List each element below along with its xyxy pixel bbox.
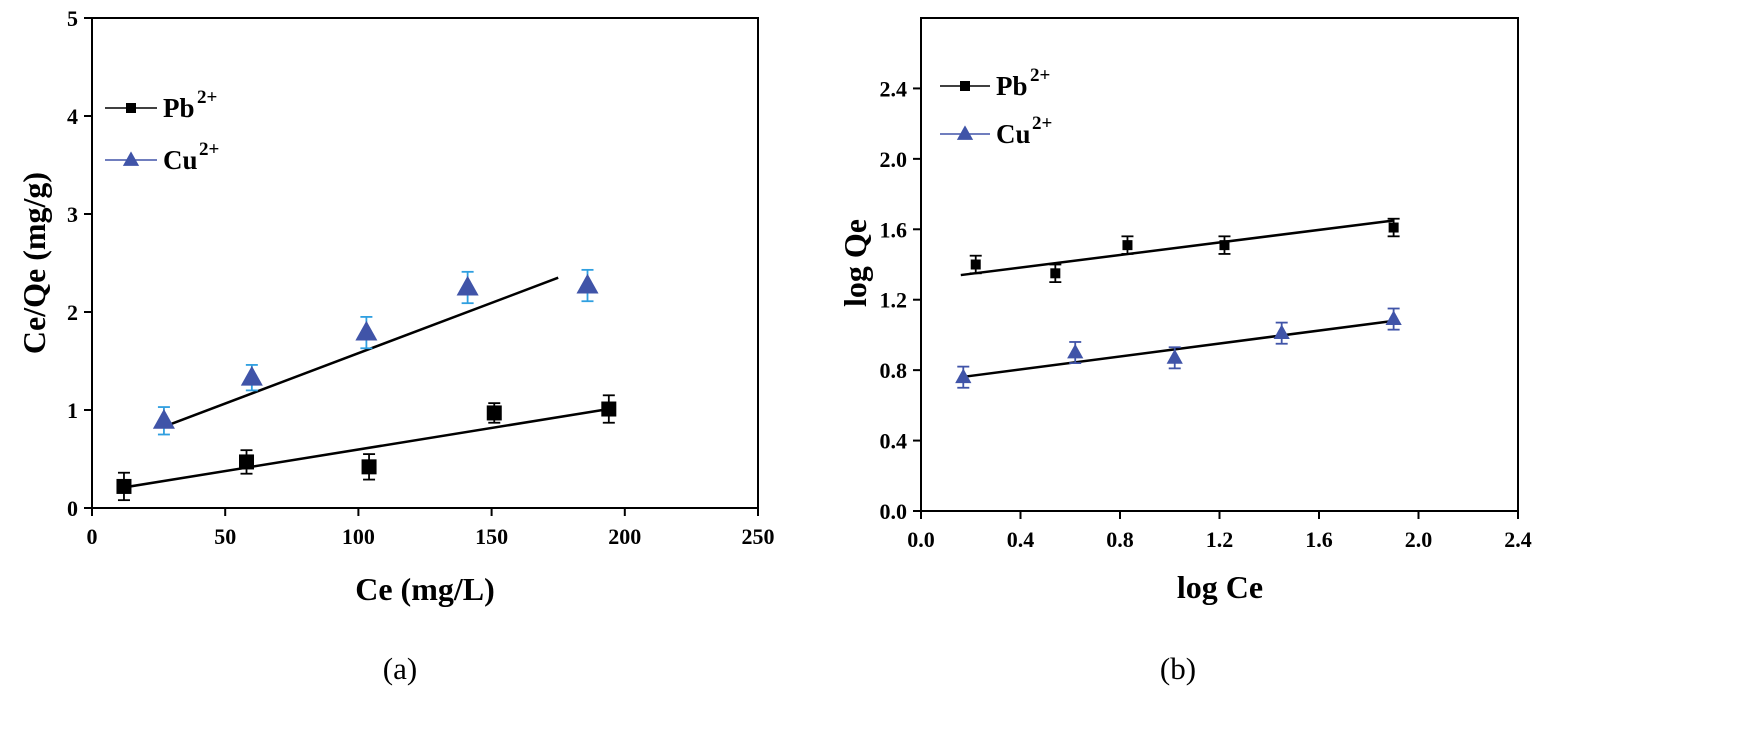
y-tick-label: 2	[67, 300, 78, 325]
legend-item-pb: Pb 2+	[105, 87, 217, 123]
series-cu	[955, 307, 1402, 389]
x-tick-label: 0.0	[907, 527, 935, 552]
data-point	[1388, 222, 1399, 233]
y-tick-label: 0	[67, 496, 78, 521]
data-point	[1067, 343, 1084, 359]
x-tick-label: 2.0	[1405, 527, 1433, 552]
data-point	[1273, 324, 1290, 340]
series-pb	[116, 394, 617, 502]
data-point	[240, 365, 263, 386]
y-tick-label: 2.0	[880, 147, 908, 172]
data-point	[355, 320, 378, 341]
data-point	[576, 273, 599, 294]
y-tick-label: 1.2	[880, 288, 908, 313]
y-tick-label: 2.4	[880, 76, 908, 101]
x-tick-label: 150	[475, 524, 508, 549]
chart-a: 0 50 100 150 200 250 0 1 2 3 4 5 Ce (mg/L) Ce/Qe (mg/…	[16, 6, 775, 686]
legend-superscript: 2+	[199, 139, 219, 160]
legend-marker	[126, 103, 136, 113]
legend-marker	[956, 125, 974, 140]
legend-label: Pb	[996, 71, 1028, 101]
chart-b: 0.0 0.4 0.8 1.2 1.6 2.0 2.4 0.0 0.4 0.8 1.2 1.6 2.0 2…	[837, 17, 1532, 686]
x-tick-label: 0.8	[1106, 527, 1134, 552]
legend-marker	[122, 151, 140, 166]
legend-label: Cu	[996, 119, 1031, 149]
legend-label: Cu	[163, 145, 198, 175]
legend-item-pb: Pb 2+	[940, 65, 1050, 101]
plot-frame	[91, 17, 759, 509]
data-point	[970, 259, 981, 270]
data-point	[1385, 310, 1402, 325]
y-tick-label: 1.6	[880, 217, 908, 242]
y-tick-label: 4	[67, 104, 78, 129]
x-axis-title: Ce (mg/L)	[355, 571, 495, 607]
y-tick-label: 0.0	[880, 499, 908, 524]
data-point	[1219, 240, 1230, 251]
data-point	[239, 454, 255, 470]
y-axis-title: Ce/Qe (mg/g)	[16, 172, 52, 354]
data-point	[152, 409, 175, 429]
fit-line	[163, 276, 559, 428]
series-pb	[960, 217, 1400, 284]
legend-superscript: 2+	[197, 87, 217, 108]
legend-item-cu: Cu 2+	[105, 139, 219, 175]
x-tick-label: 0	[87, 524, 98, 549]
data-point	[1166, 349, 1183, 364]
fit-line	[960, 319, 1394, 379]
x-tick-label: 250	[742, 524, 775, 549]
x-axis-title: log Ce	[1177, 569, 1263, 605]
y-axis-title: log Qe	[837, 219, 873, 307]
fit-line	[123, 407, 610, 489]
legend-label: Pb	[163, 93, 195, 123]
legend-marker	[960, 81, 970, 91]
x-tick-label: 50	[214, 524, 236, 549]
data-point	[601, 401, 617, 417]
data-point	[1122, 240, 1133, 251]
data-point	[955, 368, 972, 384]
series-cu	[152, 268, 599, 436]
data-point	[456, 275, 479, 296]
legend-superscript: 2+	[1032, 113, 1052, 134]
panel-label: (b)	[1160, 651, 1196, 686]
y-tick-label: 0.8	[880, 358, 908, 383]
x-tick-label: 200	[608, 524, 641, 549]
x-tick-label: 2.4	[1504, 527, 1532, 552]
data-point	[116, 478, 132, 494]
y-tick-label: 0.4	[880, 429, 908, 454]
legend-item-cu: Cu 2+	[940, 113, 1052, 149]
data-point	[1050, 268, 1061, 279]
y-tick-label: 1	[67, 398, 78, 423]
y-tick-label: 3	[67, 202, 78, 227]
data-point	[486, 405, 502, 421]
x-tick-label: 1.2	[1206, 527, 1234, 552]
y-tick-label: 5	[67, 6, 78, 31]
legend-superscript: 2+	[1030, 65, 1050, 86]
x-tick-label: 0.4	[1007, 527, 1035, 552]
x-tick-label: 100	[342, 524, 375, 549]
panel-label: (a)	[383, 651, 417, 686]
data-point	[361, 459, 377, 475]
fit-line	[960, 219, 1394, 277]
x-tick-label: 1.6	[1305, 527, 1333, 552]
